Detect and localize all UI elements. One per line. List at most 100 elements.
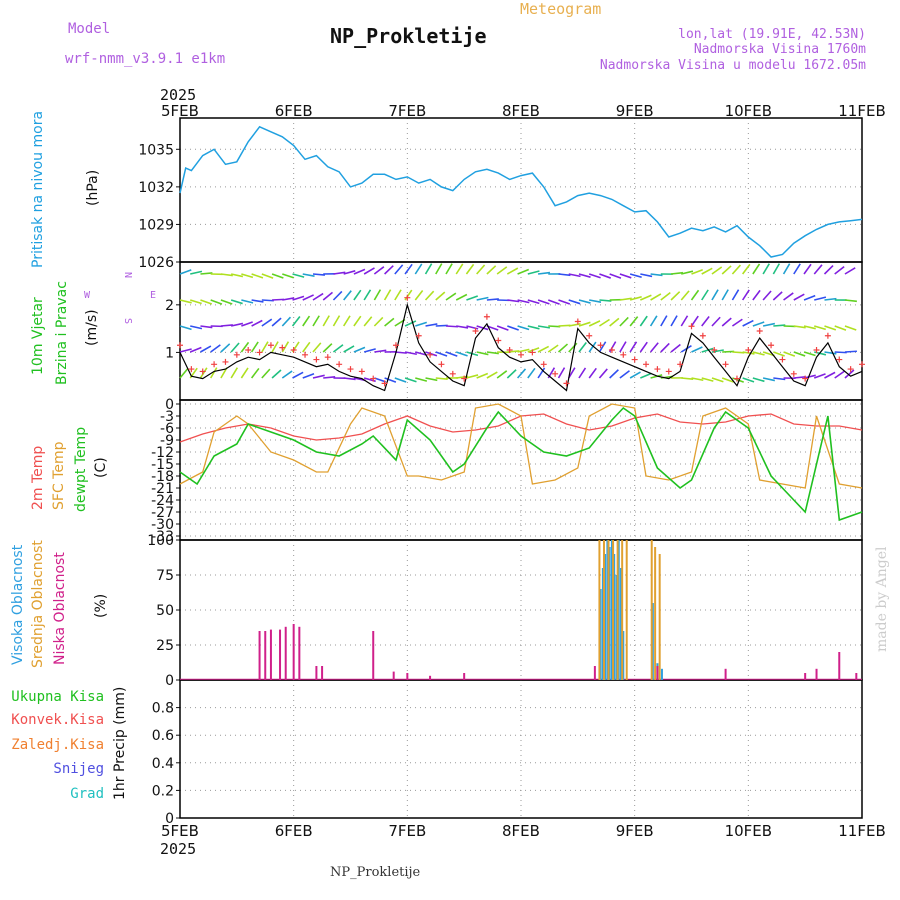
cloud-bar xyxy=(372,631,375,680)
tick-label-y: 0 xyxy=(165,397,174,413)
wind-arrow xyxy=(384,265,394,275)
wind-arrow xyxy=(629,316,639,327)
wind-arrow xyxy=(537,345,550,353)
wind-arrow xyxy=(813,373,826,379)
wind-arrow xyxy=(783,351,796,357)
wind-gust-marker xyxy=(620,351,627,358)
wind-arrow xyxy=(813,264,823,275)
credit-label: made by Angel xyxy=(874,546,890,652)
wind-arrow xyxy=(425,323,438,327)
cloud-bar xyxy=(599,589,602,680)
wind-arrow xyxy=(506,267,519,275)
compass-w: W xyxy=(84,290,91,301)
wind-arrow xyxy=(752,351,765,356)
cloud-bar xyxy=(406,673,409,680)
wind-arrow xyxy=(711,266,723,275)
wind-arrow xyxy=(568,342,578,353)
wind-gust-marker xyxy=(552,370,559,377)
wind-gust-marker xyxy=(188,366,195,373)
wind-arrow xyxy=(721,317,732,327)
wind-arrow xyxy=(527,367,536,379)
wind-gust-marker xyxy=(665,368,672,375)
wind-arrow xyxy=(240,367,249,379)
precip-convective: Konvek.Kisa xyxy=(11,712,104,728)
wind-gust-marker xyxy=(438,361,445,368)
wind-arrow xyxy=(445,325,459,328)
wind-arrow xyxy=(292,273,305,278)
wind-gust-marker xyxy=(654,366,661,373)
wind-arrow xyxy=(721,289,729,301)
wind-arrow xyxy=(353,268,366,275)
wind-arrow xyxy=(578,367,587,379)
wind-arrow xyxy=(803,351,816,357)
wind-arrow xyxy=(333,271,346,275)
wind-gust-marker xyxy=(211,361,218,368)
wind-arrow xyxy=(282,297,295,301)
cloud-bar xyxy=(815,668,818,680)
wind-arrow xyxy=(179,299,192,304)
tick-label-x-top: 6FEB xyxy=(275,102,313,120)
wind-arrow xyxy=(292,295,305,301)
wind-arrow xyxy=(230,322,244,327)
wind-arrow xyxy=(179,368,189,379)
wind-gust-marker xyxy=(199,368,206,375)
wind-gust-marker xyxy=(381,380,388,387)
wind-arrow xyxy=(752,263,761,275)
wind-arrow xyxy=(199,367,208,379)
wind-arrow xyxy=(537,367,546,379)
wind-arrow xyxy=(466,325,479,330)
wind-arrow xyxy=(466,295,479,301)
wind-arrow xyxy=(415,377,428,382)
wind-gust-marker xyxy=(813,347,820,354)
wind-arrow xyxy=(823,265,834,275)
cloud-bar xyxy=(650,540,653,680)
tick-label-y: -24 xyxy=(151,493,174,509)
wind-arrow xyxy=(322,291,334,301)
wind-arrow xyxy=(445,351,458,357)
wind-gust-marker xyxy=(836,356,843,363)
wind-arrow xyxy=(557,367,566,379)
wind-arrow xyxy=(793,325,806,329)
wind-arrow xyxy=(250,367,260,379)
wind-gust-marker xyxy=(404,294,411,301)
wind-arrow xyxy=(711,316,721,327)
wind-arrow xyxy=(578,321,591,327)
cloud-bar xyxy=(279,629,282,680)
wind-gust-marker xyxy=(802,375,809,382)
cloud-bar xyxy=(615,575,618,680)
wind-arrow xyxy=(773,351,785,357)
wind-arrow xyxy=(424,263,433,275)
wind-arrow xyxy=(650,374,663,379)
cloud-label-high: Visoka Oblacnost xyxy=(10,544,26,665)
cloud-bar xyxy=(606,540,609,680)
precip-hail: Grad xyxy=(70,786,104,802)
wind-arrow xyxy=(353,289,362,301)
wind-arrow xyxy=(834,351,847,354)
wind-arrow xyxy=(465,263,475,275)
wind-arrow xyxy=(322,315,330,327)
wind-unit: (m/s) xyxy=(84,309,100,346)
wind-arrow xyxy=(690,289,700,301)
cloud-bar xyxy=(607,540,610,680)
wind-arrow xyxy=(415,351,428,356)
wind-arrow xyxy=(721,265,732,275)
wind-arrow xyxy=(701,267,713,275)
wind-arrow xyxy=(578,341,587,353)
wind-arrow xyxy=(394,377,407,383)
wind-arrow xyxy=(762,263,770,275)
tick-label-y: -9 xyxy=(160,433,174,449)
wind-arrow xyxy=(844,350,857,353)
wind-arrow xyxy=(731,318,743,327)
wind-arrow xyxy=(619,341,627,353)
wind-arrow xyxy=(691,268,703,275)
wind-arrow xyxy=(640,273,653,278)
wind-gust-marker xyxy=(768,342,775,349)
cloud-bar xyxy=(298,626,301,680)
wind-gust-marker xyxy=(563,380,570,387)
wind-arrow xyxy=(250,341,259,353)
wind-arrow xyxy=(598,318,610,327)
wind-arrow xyxy=(660,342,670,353)
wind-gust-marker xyxy=(574,318,581,325)
